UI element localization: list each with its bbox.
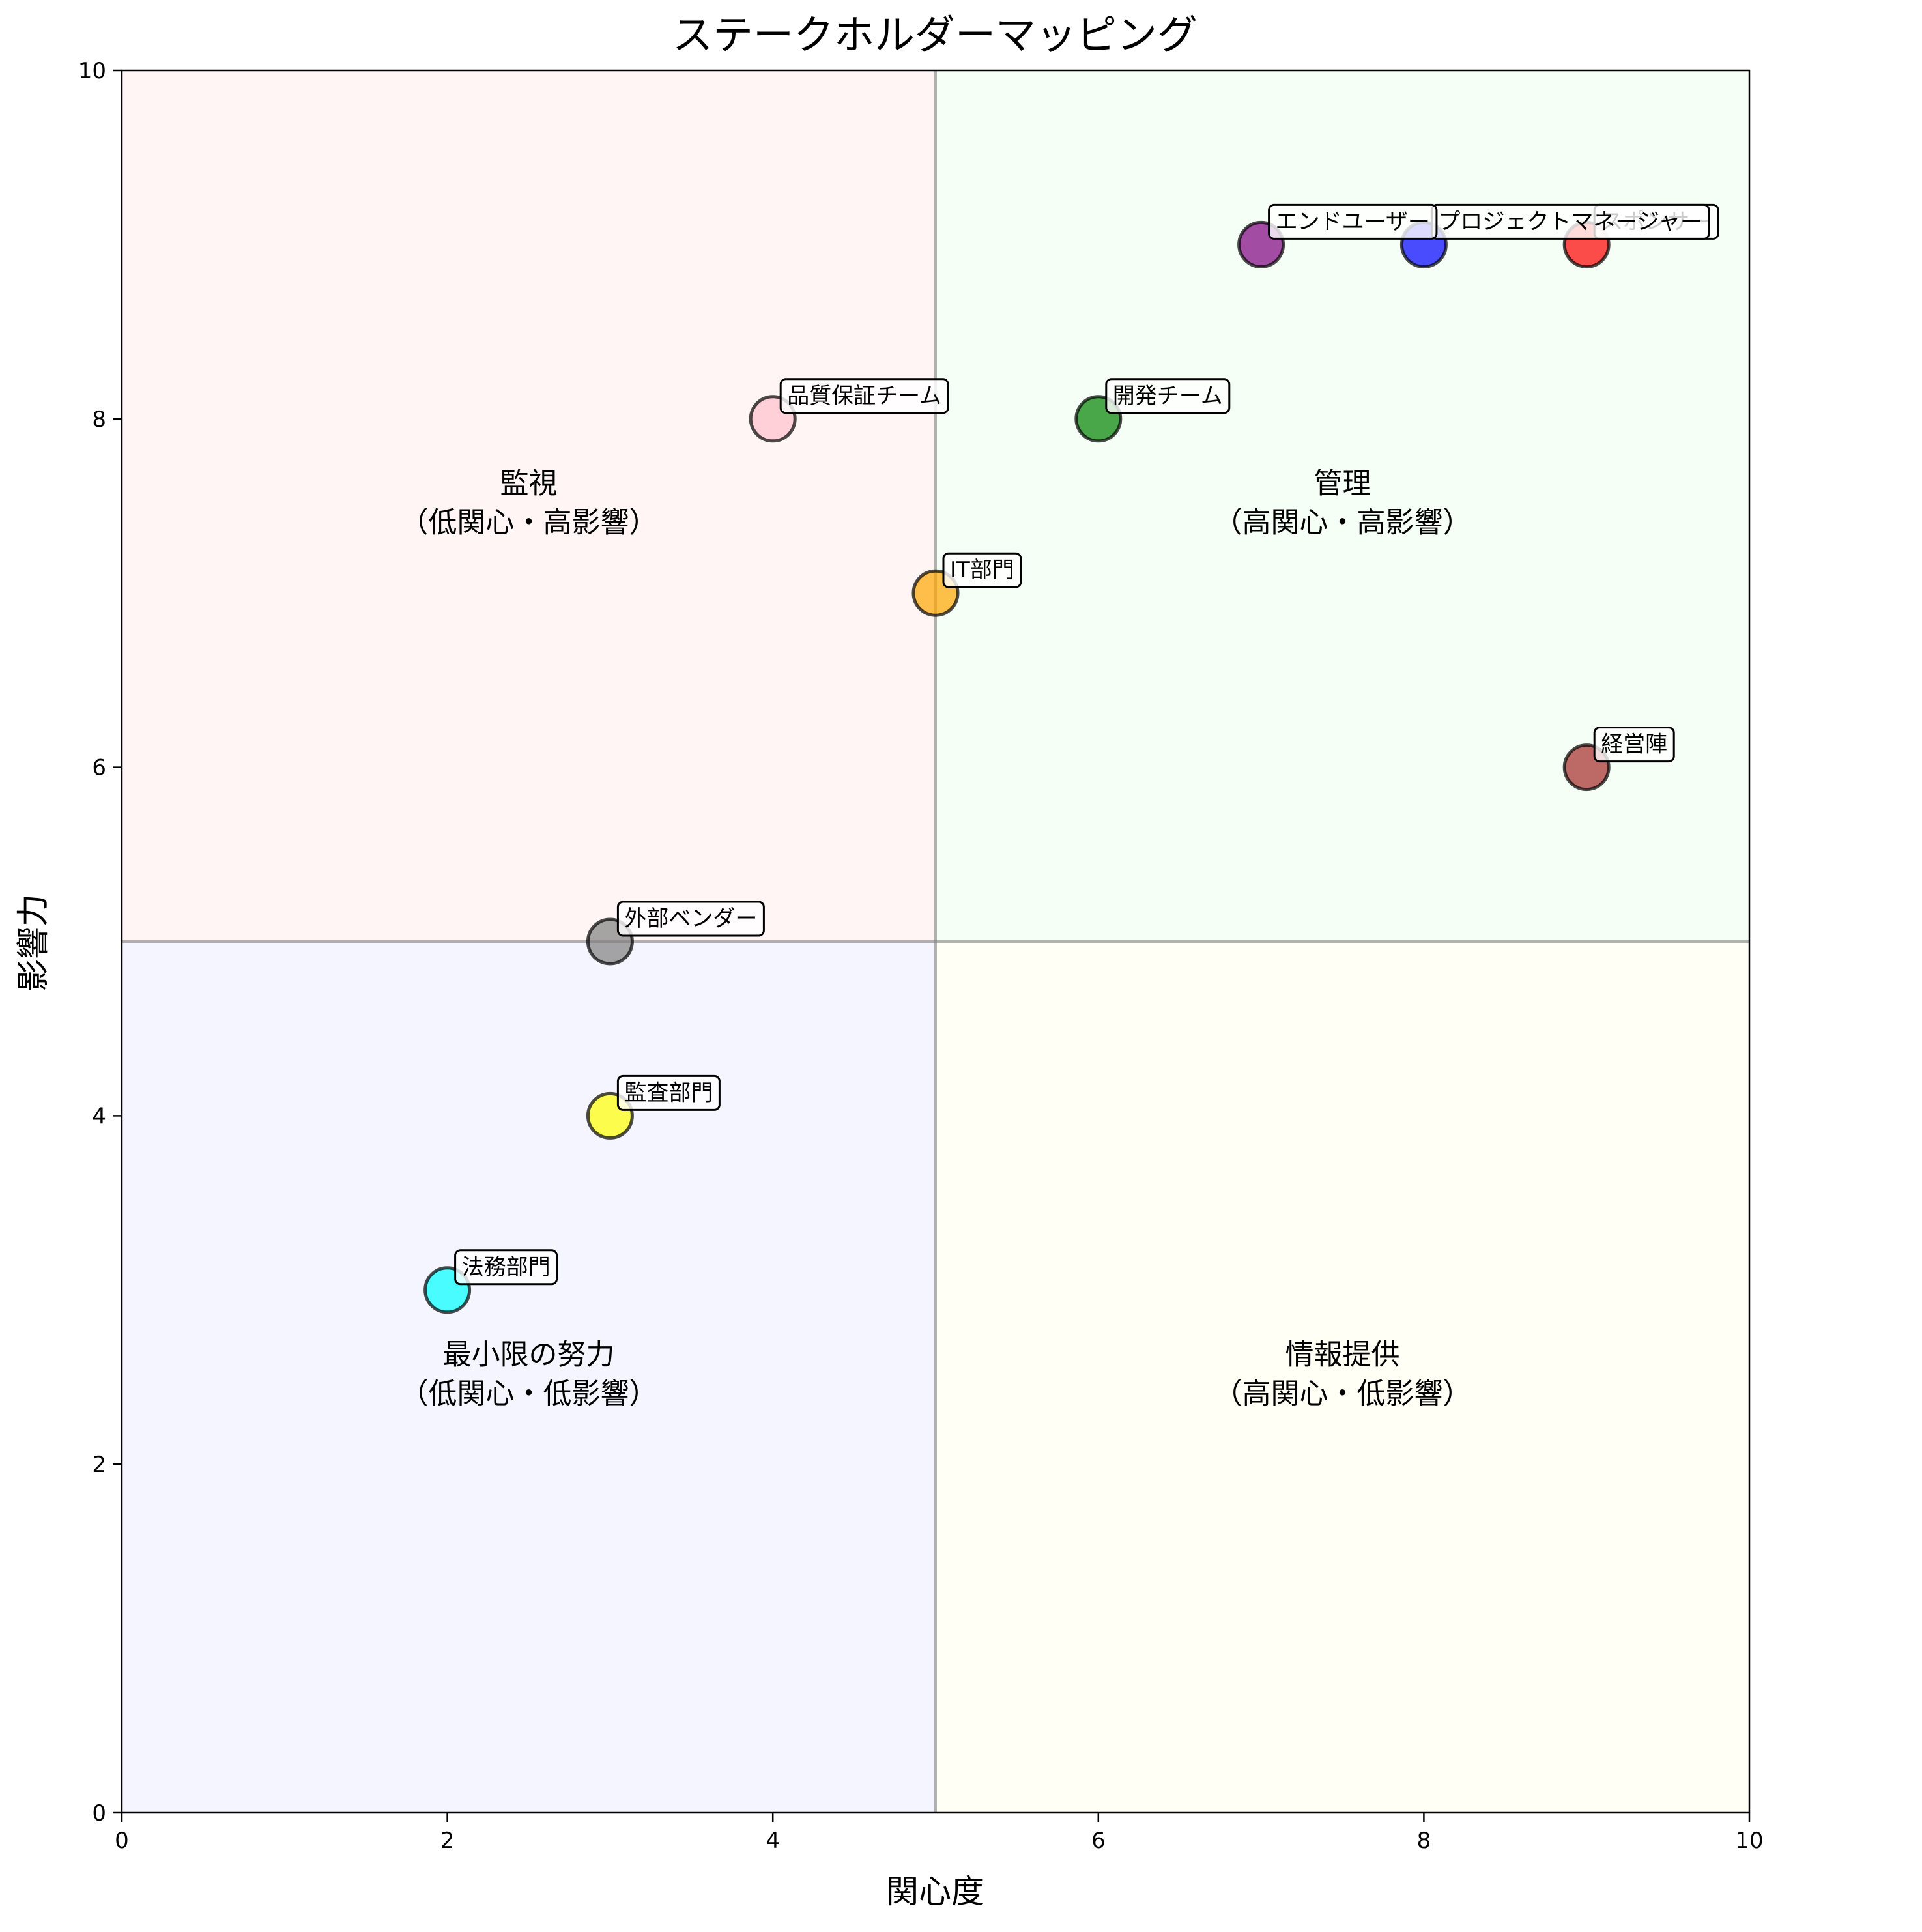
point-label: 外部ベンダー [624,906,757,932]
point-label-box: プロジェクトマネージャー [1430,203,1710,240]
quadrant-label-monitor-subtitle: （低関心・高影響） [400,506,658,540]
x-tick-label: 6 [1091,1828,1106,1854]
point-label-background [779,378,949,414]
x-tick-label: 0 [115,1828,129,1854]
y-tick-label: 2 [92,1452,106,1478]
point-label: プロジェクトマネージャー [1438,209,1702,235]
point-layer: スポンサープロジェクトマネージャーエンドユーザー開発チーム品質保証チームIT部門… [423,203,1719,1314]
quadrant-monitor [122,70,936,942]
quadrant-label-monitor-title: 監視 [500,467,558,500]
point-label-box: 監査部門 [616,1074,721,1111]
y-axis-label: 影響力 [14,894,52,992]
point-label-box: 品質保証チーム [779,378,949,414]
quadrant-label-inform-title: 情報提供 [1285,1338,1400,1372]
quadrant-label-manage-title: 管理 [1314,467,1371,500]
point-label-background [942,552,1022,588]
quadrant-minimal [122,942,936,1813]
plot-frame [121,69,1751,1814]
x-tick-label: 2 [440,1828,455,1854]
point-label: 開発チーム [1113,383,1223,409]
x-tick-label: 8 [1417,1828,1431,1854]
quadrant-label-inform-subtitle: （高関心・低影響） [1214,1377,1472,1411]
point-label-box: 経営陣 [1593,727,1675,763]
divider-layer [122,70,1749,1813]
point-label-box: 法務部門 [454,1249,558,1286]
point-label: エンドユーザー [1276,209,1430,235]
point-label-box: エンドユーザー [1268,203,1438,240]
quadrant-layer [122,70,1749,1813]
quadrant-label-layer: 監視 （低関心・高影響） 管理 （高関心・高影響） 最小限の努力 （低関心・低影響） 情報提… [400,467,1472,1411]
y-tick-label: 10 [78,58,106,84]
point-label-background [1593,727,1675,763]
point-label: 経営陣 [1601,732,1667,758]
point-label: IT部門 [950,557,1014,583]
x-tick-label: 10 [1735,1828,1763,1854]
chart-title: ステークホルダーマッピング [672,11,1198,59]
quadrant-inform [936,942,1749,1813]
point-label-background [616,1074,721,1111]
point-label: 品質保証チーム [787,383,941,409]
y-tick-label: 8 [92,407,106,433]
x-tick-label: 4 [766,1828,780,1854]
point-label-background [1268,203,1438,240]
point-label-background [1105,378,1231,414]
axes-layer: 0 2 4 6 8 10 0 2 4 6 8 10 [78,58,1764,1854]
quadrant-label-manage-subtitle: （高関心・高影響） [1214,506,1472,540]
y-tick-label: 6 [92,755,106,781]
point-label-background [616,901,765,937]
point-label-box: 外部ベンダー [616,901,765,937]
point-label-box: 開発チーム [1105,378,1231,414]
point-label-box: IT部門 [942,552,1022,588]
x-axis-label: 関心度 [886,1873,984,1910]
quadrant-label-minimal-title: 最小限の努力 [443,1338,615,1372]
y-tick-label: 0 [92,1800,106,1826]
point-label-background [454,1249,558,1286]
point-label: 法務部門 [462,1254,551,1280]
point-label: 監査部門 [624,1080,713,1106]
quadrant-label-minimal-subtitle: （低関心・低影響） [400,1377,658,1411]
y-tick-label: 4 [92,1103,106,1129]
